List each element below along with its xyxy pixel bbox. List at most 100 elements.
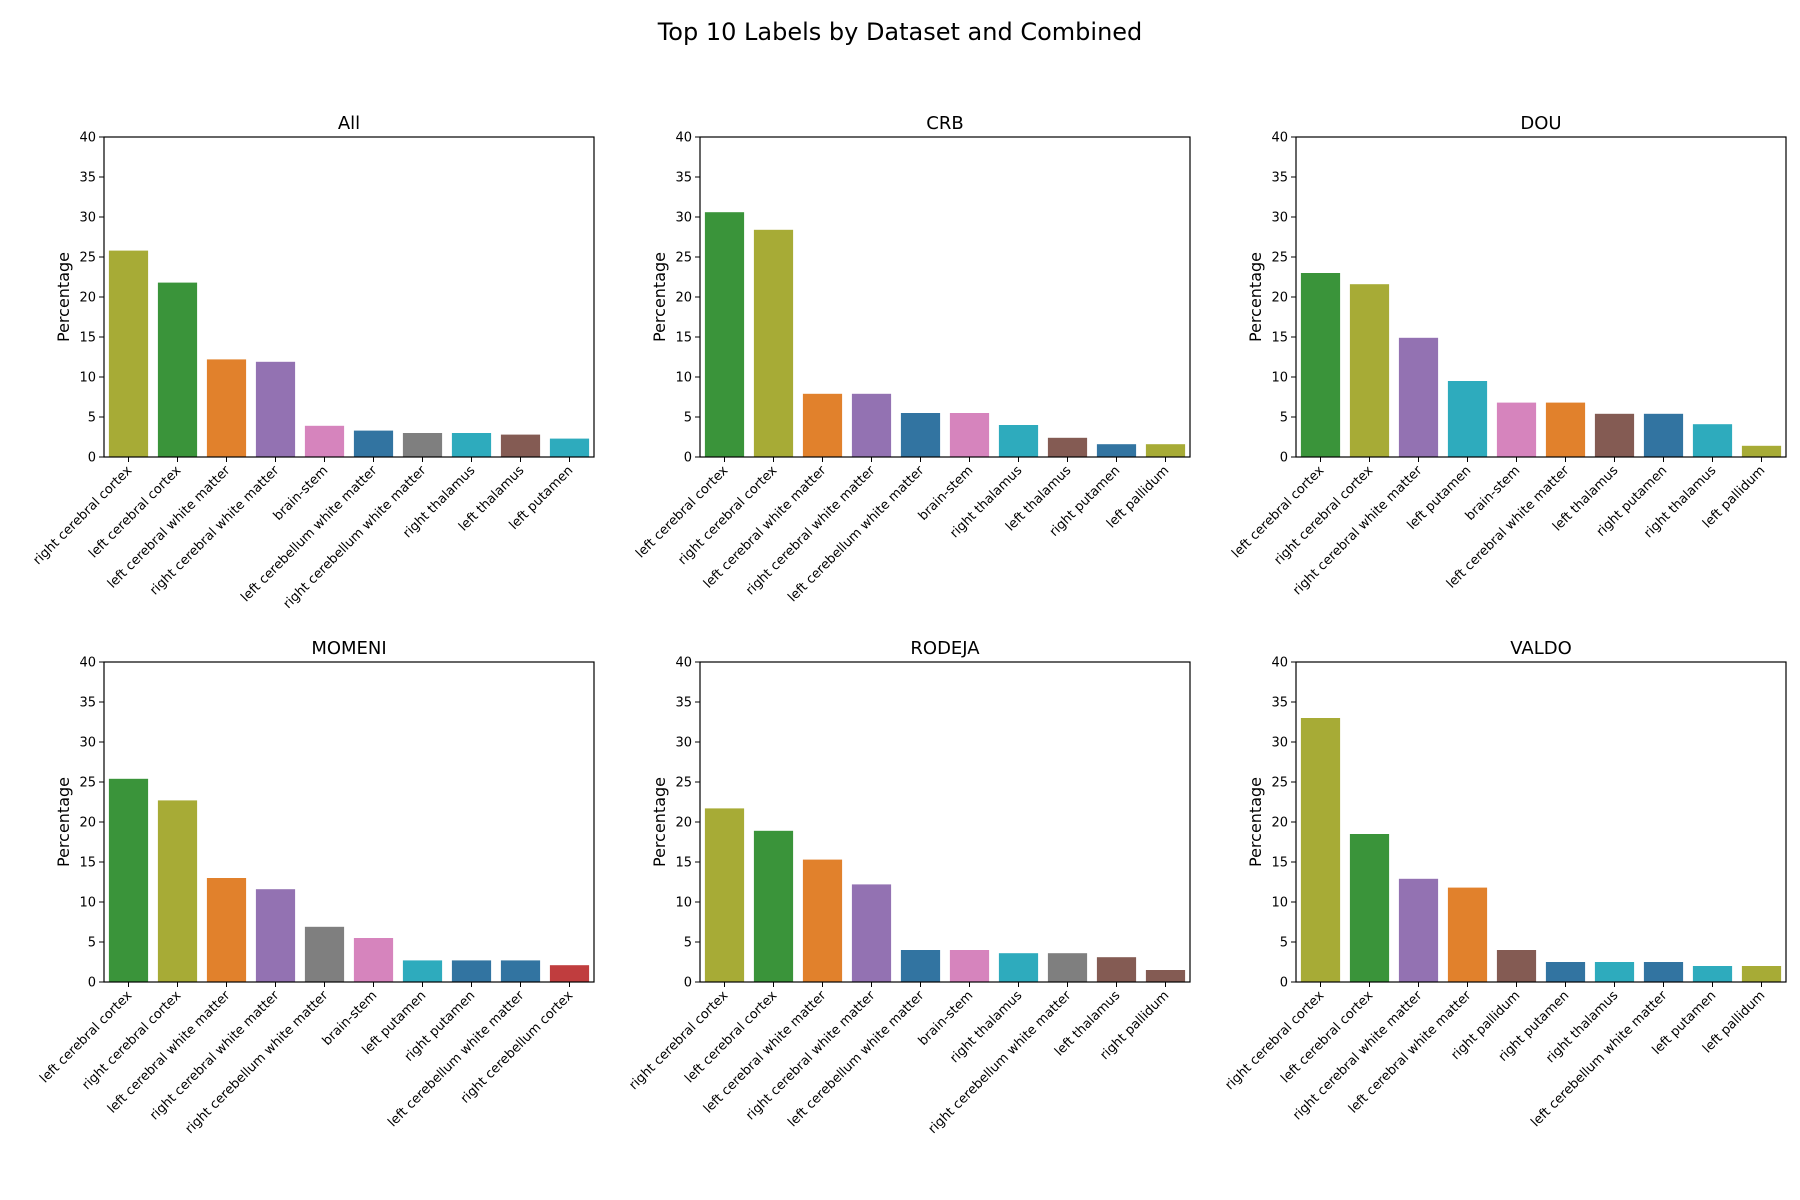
bar <box>1447 887 1488 982</box>
y-tick-label: 5 <box>684 411 692 426</box>
x-tick-label: left cerebral cortex <box>37 988 135 1086</box>
y-axis-label: Percentage <box>54 777 73 867</box>
x-tick-label: left cerebral cortex <box>1278 988 1376 1086</box>
bar <box>998 953 1039 982</box>
y-tick-label: 20 <box>79 291 96 306</box>
y-tick-label: 35 <box>79 696 96 711</box>
y-axis-label: Percentage <box>1246 252 1265 342</box>
bar <box>1741 445 1782 457</box>
bar <box>304 425 345 457</box>
x-tick-label: right cerebral cortex <box>627 988 732 1093</box>
bar <box>1300 718 1341 982</box>
y-tick-label: 35 <box>675 696 692 711</box>
bar <box>1145 970 1186 982</box>
bar <box>1300 273 1341 457</box>
bar <box>549 965 590 982</box>
x-tick-label: left cerebral cortex <box>86 463 184 561</box>
x-tick-label: right cerebral cortex <box>676 463 781 568</box>
y-axis-label: Percentage <box>650 252 669 342</box>
bar <box>108 250 149 457</box>
y-tick-label: 15 <box>675 856 692 871</box>
y-tick-label: 10 <box>675 896 692 911</box>
y-tick-label: 35 <box>1271 696 1288 711</box>
bar <box>255 889 296 982</box>
y-tick-label: 25 <box>1271 776 1288 791</box>
subplot-crb: CRB Percentage 0 5 10 15 20 25 30 35 40 left cerebr… <box>633 113 1191 605</box>
subplot-title: RODEJA <box>910 638 980 659</box>
bar <box>1594 962 1635 982</box>
bar <box>900 950 941 982</box>
y-tick-label: 30 <box>675 211 692 226</box>
figure-title: Top 10 Labels by Dataset and Combined <box>657 18 1143 46</box>
x-tick-label: right cerebral cortex <box>80 988 185 1093</box>
bar <box>157 282 198 457</box>
subplot-valdo: VALDO Percentage 0 5 10 15 20 25 30 35 40 right cer… <box>1223 638 1787 1130</box>
bar <box>753 830 794 982</box>
bar <box>900 413 941 457</box>
x-tick-label: left cerebral cortex <box>633 463 731 561</box>
y-tick-label: 25 <box>675 776 692 791</box>
bar <box>402 960 443 982</box>
axes-frame <box>699 136 1191 458</box>
bar <box>704 212 745 457</box>
y-tick-label: 40 <box>79 131 96 146</box>
y-tick-label: 15 <box>675 331 692 346</box>
bar <box>1096 444 1137 457</box>
bar <box>353 430 394 457</box>
subplot-title: MOMENI <box>311 638 386 659</box>
y-tick-label: 40 <box>79 656 96 671</box>
y-tick-label: 15 <box>1271 331 1288 346</box>
y-tick-label: 5 <box>88 936 96 951</box>
y-tick-label: 40 <box>675 656 692 671</box>
y-tick-label: 35 <box>1271 171 1288 186</box>
y-tick-label: 5 <box>1280 411 1288 426</box>
y-tick-label: 0 <box>88 451 96 466</box>
subplot-momeni: MOMENI Percentage 0 5 10 15 20 25 30 35 40 left cer… <box>37 638 595 1137</box>
bar <box>1398 337 1439 457</box>
y-tick-label: 10 <box>79 896 96 911</box>
axes-frame <box>103 661 595 983</box>
y-tick-label: 40 <box>1271 656 1288 671</box>
bar <box>500 960 541 982</box>
y-tick-label: 5 <box>684 936 692 951</box>
y-tick-label: 25 <box>1271 251 1288 266</box>
bar <box>451 960 492 982</box>
bar <box>1545 402 1586 457</box>
y-tick-label: 30 <box>1271 736 1288 751</box>
bar <box>1447 381 1488 457</box>
bar <box>157 800 198 982</box>
y-axis-label: Percentage <box>1246 777 1265 867</box>
y-tick-label: 5 <box>88 411 96 426</box>
bar <box>1398 878 1439 982</box>
y-tick-label: 0 <box>684 976 692 991</box>
y-tick-label: 25 <box>675 251 692 266</box>
y-axis-label: Percentage <box>650 777 669 867</box>
bar <box>451 433 492 457</box>
bar <box>802 859 843 982</box>
y-tick-label: 25 <box>79 251 96 266</box>
y-tick-label: 20 <box>1271 816 1288 831</box>
y-tick-label: 20 <box>675 816 692 831</box>
subplot-title: DOU <box>1520 113 1561 134</box>
x-tick-label: right cerebral cortex <box>1272 463 1377 568</box>
bar <box>1594 413 1635 457</box>
y-tick-label: 0 <box>684 451 692 466</box>
y-tick-label: 20 <box>1271 291 1288 306</box>
y-tick-label: 0 <box>88 976 96 991</box>
bar <box>1692 424 1733 457</box>
y-tick-label: 15 <box>79 331 96 346</box>
bar <box>1496 402 1537 457</box>
bar <box>1047 953 1088 982</box>
bar <box>1692 966 1733 982</box>
y-tick-label: 0 <box>1280 976 1288 991</box>
bar <box>304 926 345 982</box>
bar <box>402 433 443 457</box>
y-tick-label: 35 <box>675 171 692 186</box>
y-tick-label: 10 <box>1271 371 1288 386</box>
axes-frame <box>1295 661 1787 983</box>
y-tick-label: 10 <box>675 371 692 386</box>
bar <box>108 778 149 982</box>
bar <box>1047 437 1088 457</box>
bar <box>255 361 296 457</box>
x-tick-label: left cerebral cortex <box>682 988 780 1086</box>
